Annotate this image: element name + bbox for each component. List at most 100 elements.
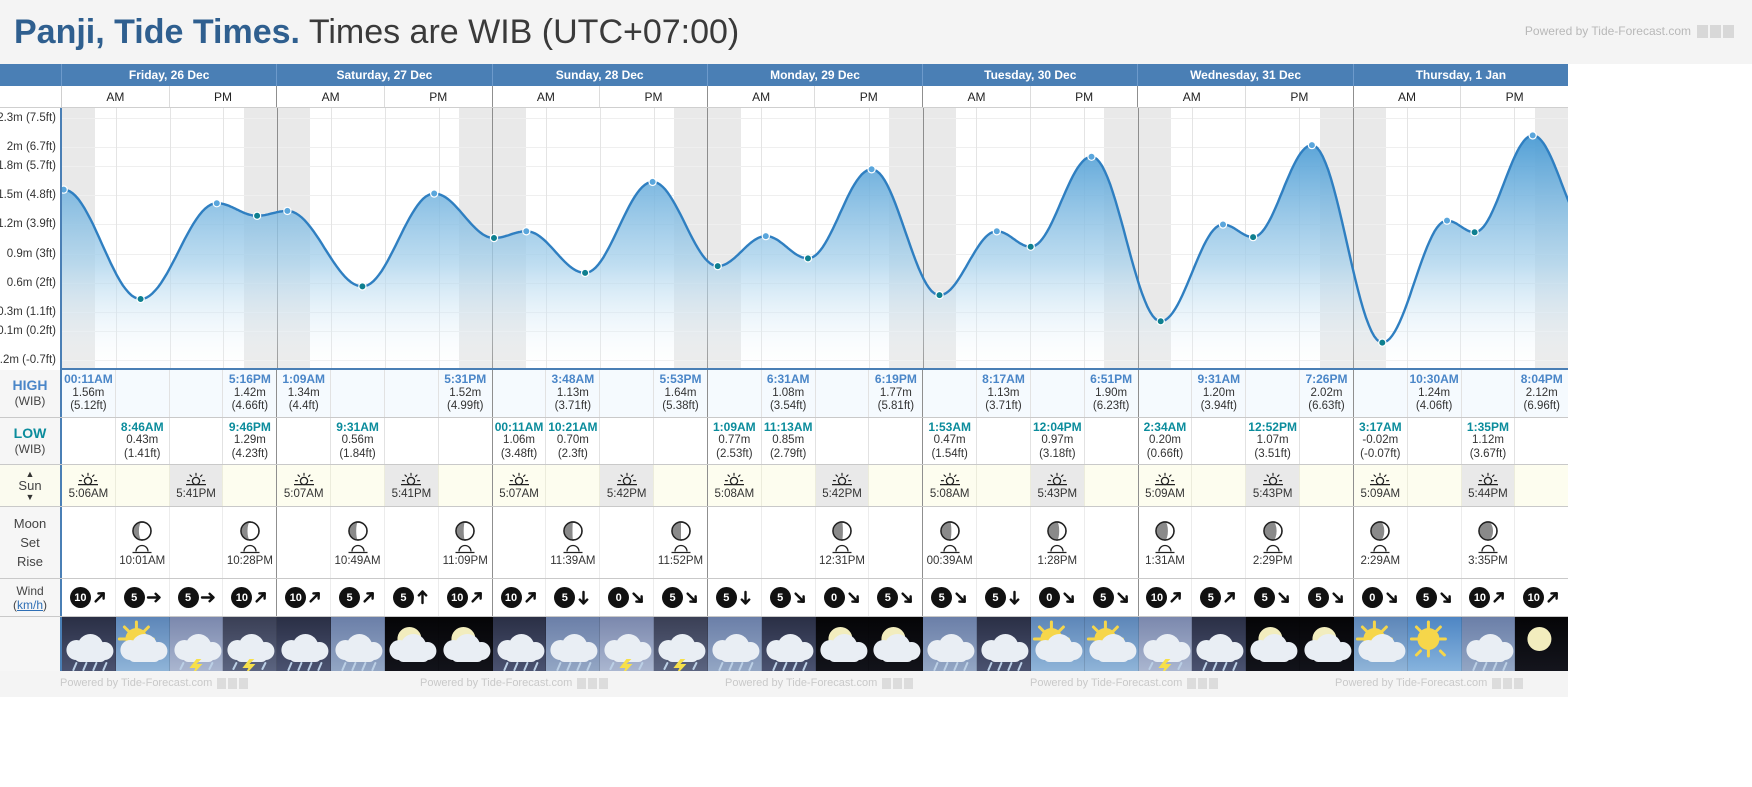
moon-label: Moon Set Rise: [0, 507, 62, 578]
moon-time: 11:09PM: [442, 554, 488, 567]
moon-cell-13: [761, 507, 816, 578]
wind-speed-badge: 0: [823, 587, 845, 608]
high-tide-height-ft: (4.66ft): [231, 400, 269, 412]
low-tide-height-ft: (1.54ft): [931, 447, 968, 460]
tide-chart-row: 2.3m (7.5ft) 2m (6.7ft) 1.8m (5.7ft) 1.5m (…: [0, 108, 1568, 370]
high-tide-height-m: 1.13m: [556, 386, 589, 399]
tide-point-low-3: [252, 211, 262, 221]
weather-icon-rain-day: [1465, 634, 1513, 671]
low-tide-height-ft: (0.66ft): [1146, 447, 1184, 460]
tide-chart[interactable]: [62, 108, 1568, 370]
sun-cell-13: [761, 465, 816, 506]
wind-cell-8: 10: [492, 579, 547, 616]
low-tide-cell-21: [1192, 417, 1247, 464]
high-tide-height-ft: (3.54ft): [769, 400, 807, 412]
weather-icon-rain-day: [712, 634, 760, 671]
weather-cell-14[interactable]: [815, 617, 870, 671]
weather-cell-4[interactable]: [277, 617, 332, 671]
low-tide-time: 2:34AM: [1143, 419, 1187, 434]
wind-cell-3: 10: [223, 579, 278, 616]
ampm-header-14: PM: [815, 86, 924, 107]
weather-cell-7[interactable]: [438, 617, 493, 671]
low-tide-time: 1:09AM: [713, 419, 756, 434]
ampm-header-22: PM: [1246, 86, 1354, 107]
low-tide-height-m: 1.29m: [233, 434, 266, 446]
moon-time: 11:39AM: [550, 554, 596, 567]
wind-cell-11: 5: [654, 579, 708, 616]
wind-cell-16: 5: [923, 579, 978, 616]
moonset-icon: [940, 544, 960, 553]
weather-cell-11[interactable]: [654, 617, 708, 671]
weather-cell-13[interactable]: [761, 617, 816, 671]
high-tide-height-ft: (5.38ft): [662, 400, 699, 412]
day-header-4: Tuesday, 30 Dec: [923, 64, 1139, 86]
low-tide-cell-24: 3:17AM -0.02m (-0.07ft): [1353, 417, 1408, 464]
sun-time: 5:41PM: [391, 487, 432, 500]
weather-cell-8[interactable]: [492, 617, 547, 671]
high-tide-height-ft: (5.12ft): [70, 400, 107, 412]
weather-cell-26[interactable]: [1461, 617, 1516, 671]
weather-cell-1[interactable]: [115, 617, 170, 671]
timezone-note: Times are WIB (UTC+07:00): [308, 13, 740, 51]
v-gridline-12: [707, 108, 709, 368]
sun-cell-3: [223, 465, 278, 506]
high-tide-time: 5:31PM: [444, 372, 487, 386]
weather-icon-rain-night: [1196, 634, 1244, 671]
wind-speed-badge: 5: [1092, 587, 1114, 608]
wind-unit-link[interactable]: km/h: [16, 597, 43, 612]
page-header: Panji, Tide Times. Times are WIB (UTC+07…: [0, 0, 1752, 64]
sun-time: 5:43PM: [1037, 487, 1078, 500]
sunrise-sunset-icon: [1370, 472, 1391, 485]
weather-cell-17[interactable]: [977, 617, 1031, 671]
wind-cell-0: 10: [62, 579, 116, 616]
moon-time: 00:39AM: [926, 554, 973, 567]
weather-cell-27[interactable]: [1515, 617, 1569, 671]
tide-point-low-15: [935, 290, 944, 300]
weather-cell-5[interactable]: [331, 617, 385, 671]
weather-cell-25[interactable]: [1407, 617, 1462, 671]
weather-cell-24[interactable]: [1353, 617, 1408, 671]
weather-cell-9[interactable]: [546, 617, 601, 671]
tide-point-low-5: [358, 282, 367, 291]
tide-point-high-0: [62, 185, 68, 194]
weather-cell-21[interactable]: [1192, 617, 1247, 671]
sun-cell-9: [546, 465, 601, 506]
tide-point-high-26: [1528, 131, 1537, 140]
low-tide-cell-22: 12:52PM 1.07m (3.51ft): [1246, 417, 1301, 464]
sun-cell-17: [977, 465, 1031, 506]
y-tick-4: 1.2m (3.9ft): [0, 218, 56, 231]
weather-cell-16[interactable]: [923, 617, 978, 671]
wind-direction-arrow-icon: [1170, 592, 1182, 603]
footer-powered-text: Powered by Tide-Forecast.com: [1335, 677, 1488, 689]
sunrise-sunset-icon: [509, 472, 530, 485]
weather-cell-18[interactable]: [1030, 617, 1085, 671]
low-tide-time: 3:17AM: [1358, 419, 1402, 434]
weather-cell-12[interactable]: [707, 617, 762, 671]
moon-cell-19: [1084, 507, 1139, 578]
high-tide-cell-5: [331, 370, 385, 417]
weather-cell-19[interactable]: [1084, 617, 1139, 671]
wind-cell-18: 0: [1030, 579, 1085, 616]
weather-cell-0[interactable]: [62, 617, 116, 671]
moon-cell-12: [707, 507, 762, 578]
weather-cell-20[interactable]: [1138, 617, 1193, 671]
sun-cell-6: 5:41PM: [384, 465, 439, 506]
wind-speed-badge: 0: [1038, 587, 1060, 608]
weather-cell-23[interactable]: [1300, 617, 1354, 671]
tide-area-fill: [62, 135, 1568, 368]
wind-speed-badge: 5: [392, 587, 414, 608]
low-tide-height-ft: (1.41ft): [124, 447, 161, 460]
sun-cell-10: 5:42PM: [600, 465, 655, 506]
weather-cell-22[interactable]: [1246, 617, 1301, 671]
sunrise-sunset-icon: [1154, 472, 1175, 485]
weather-cell-3[interactable]: [223, 617, 278, 671]
ampm-header-row: AM PM AM PM AM PM AM PM AM PM AM PM AM PM: [0, 86, 1568, 108]
weather-cell-15[interactable]: [869, 617, 924, 671]
wind-speed-badge: 5: [554, 587, 576, 608]
weather-cell-10[interactable]: [600, 617, 655, 671]
tide-point-high-8: [522, 227, 531, 236]
moonset-icon: [132, 544, 152, 553]
tide-curve-svg: [62, 131, 1568, 368]
weather-cell-2[interactable]: [169, 617, 224, 671]
weather-cell-6[interactable]: [384, 617, 439, 671]
